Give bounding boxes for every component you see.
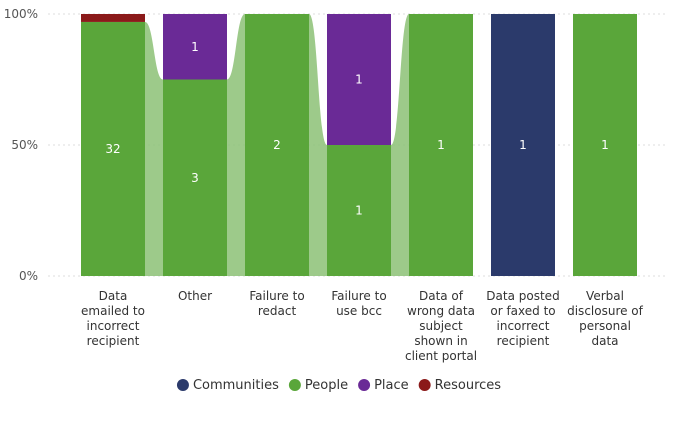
data-label-people-2: 2 xyxy=(273,138,281,152)
bar-people-3[interactable] xyxy=(327,145,391,276)
bar-people-4[interactable] xyxy=(409,14,473,276)
x-tick-label-0: Data emailed to incorrect recipient xyxy=(81,289,145,348)
y-axis: 0% 50% 100% xyxy=(4,7,38,283)
bar-people-0[interactable] xyxy=(81,21,145,277)
x-tick-label-5: Data posted or faxed to incorrect recipient xyxy=(486,289,559,348)
legend-label-place: Place xyxy=(374,378,409,393)
bar-people-1[interactable] xyxy=(163,79,227,277)
bar-people-6[interactable] xyxy=(573,14,637,276)
x-tick-label-4: Data of wrong data subject shown in client p… xyxy=(405,289,477,363)
legend-marker-communities xyxy=(176,379,189,391)
x-tick-label-6: Verbal disclosure of personal data xyxy=(567,289,644,348)
x-axis: Data emailed to incorrect recipient Other Fai… xyxy=(81,289,644,363)
y-tick-label-2: 100% xyxy=(4,7,38,21)
legend-item-resources[interactable]: Resources xyxy=(418,378,502,393)
data-label-place-3: 1 xyxy=(355,73,363,87)
legend-marker-place xyxy=(358,379,371,391)
ribbon-people-2 xyxy=(309,14,327,276)
ribbon-people-0 xyxy=(145,21,163,277)
legend-item-place[interactable]: Place xyxy=(358,378,409,393)
data-label-people-6: 1 xyxy=(601,138,609,152)
bar-communities-5[interactable] xyxy=(491,14,555,276)
legend-label-people: People xyxy=(305,378,348,393)
legend-item-communities[interactable]: Communities xyxy=(176,378,279,393)
x-tick-label-1: Other xyxy=(178,289,212,303)
data-label-people-4: 1 xyxy=(437,138,445,152)
ribbons xyxy=(145,14,409,277)
legend-marker-resources xyxy=(418,379,431,391)
data-label-place-1: 1 xyxy=(191,40,199,54)
bar-place-1[interactable] xyxy=(163,14,227,80)
data-label-people-3: 1 xyxy=(355,204,363,218)
legend-marker-people xyxy=(288,379,301,391)
y-tick-label-1: 50% xyxy=(11,138,38,152)
data-label-people-0: 32 xyxy=(105,142,120,156)
bar-people-2[interactable] xyxy=(245,14,309,276)
legend-label-communities: Communities xyxy=(193,378,279,393)
ribbon-people-1 xyxy=(227,14,245,276)
bar-place-3[interactable] xyxy=(327,14,391,145)
data-label-people-1: 3 xyxy=(191,171,199,185)
legend[interactable]: Communities People Place Resources xyxy=(176,378,502,393)
ribbon-people-3 xyxy=(391,14,409,276)
bars: 32 3 1 2 1 1 1 1 1 xyxy=(81,14,637,277)
data-label-communities-5: 1 xyxy=(519,138,527,152)
legend-label-resources: Resources xyxy=(435,378,502,393)
bar-resources-0[interactable] xyxy=(81,14,145,22)
x-tick-label-3: Failure to use bcc xyxy=(331,289,386,318)
x-tick-label-2: Failure to redact xyxy=(249,289,304,318)
legend-item-people[interactable]: People xyxy=(288,378,348,393)
y-tick-label-0: 0% xyxy=(19,269,38,283)
